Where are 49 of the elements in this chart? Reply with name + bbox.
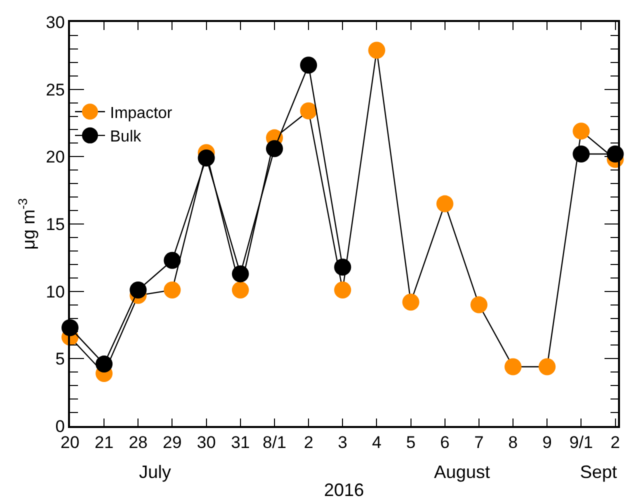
x-tick-label: 29 [162, 433, 182, 452]
point [300, 56, 318, 74]
x-tick-label: 30 [196, 433, 216, 452]
point [300, 102, 318, 120]
point [572, 122, 590, 140]
text: Sept [580, 462, 618, 482]
y-tick-label: 5 [55, 350, 65, 369]
point [198, 150, 215, 166]
x-tick-label: 5 [406, 433, 416, 452]
point [538, 358, 556, 376]
text: August [434, 462, 490, 482]
point [164, 252, 181, 269]
point [572, 145, 590, 162]
y-tick-label: 15 [46, 214, 65, 234]
point [130, 281, 147, 298]
x-tick-label: 9 [542, 433, 552, 452]
x-tick-label: 9/1 [569, 433, 594, 452]
point [368, 42, 386, 59]
point [232, 265, 249, 282]
y-tick-label: 30 [46, 12, 65, 32]
x-axis-title: 2016 [324, 480, 364, 500]
x-tick-label: 8/1 [262, 433, 286, 452]
x-tick-label: 7 [474, 433, 484, 452]
x-tick-label: 4 [372, 433, 382, 452]
x-tick-label: 31 [230, 433, 250, 452]
x-tick-label: 28 [128, 433, 148, 452]
legend-label: Bulk [110, 128, 142, 146]
point [470, 296, 488, 314]
point [232, 281, 249, 298]
point [266, 140, 283, 158]
x-tick-label: 8 [508, 433, 518, 452]
y-tick-label: 25 [46, 80, 65, 100]
point [164, 281, 181, 298]
point [96, 356, 113, 373]
x-tick-label: 21 [94, 433, 114, 452]
legend-label: Impactor [110, 104, 173, 122]
point [504, 358, 522, 376]
point [334, 258, 352, 276]
x-tick-label: 2 [304, 433, 314, 452]
y-tick-label: 20 [46, 148, 65, 167]
x-tick-label: 2 [610, 433, 620, 452]
point [436, 195, 454, 212]
y-tick-label: 10 [46, 282, 65, 302]
x-tick-label: 3 [338, 433, 348, 452]
y-tick-label: 0 [55, 416, 65, 436]
text: July [139, 462, 172, 482]
x-tick-label: 6 [440, 433, 450, 452]
point [334, 281, 352, 298]
point [402, 294, 420, 311]
